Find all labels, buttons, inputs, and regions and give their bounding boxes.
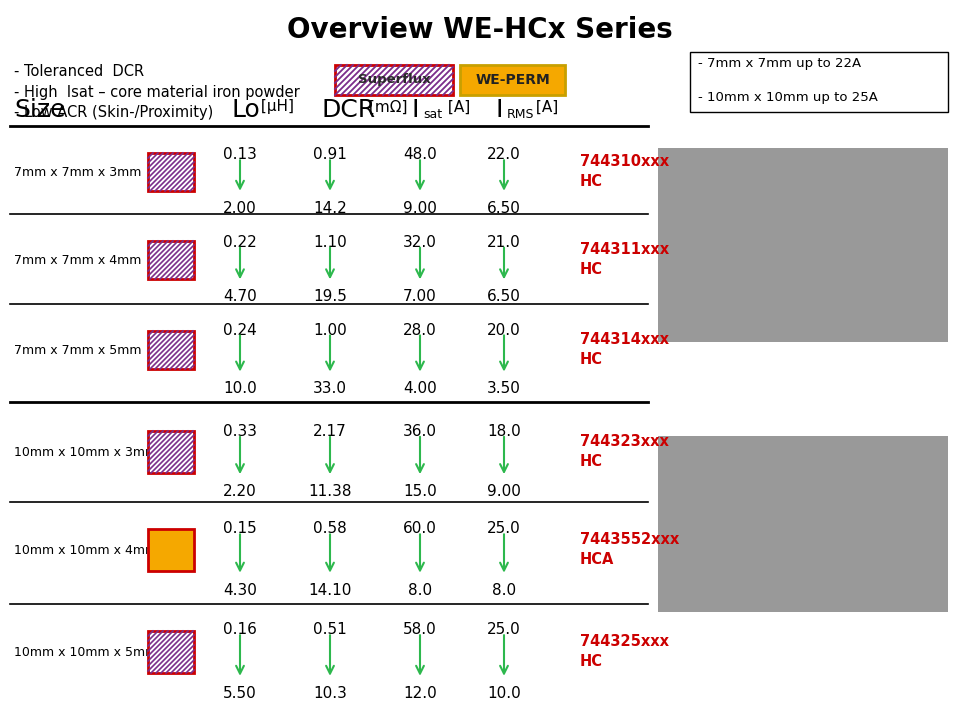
Text: HC: HC [580, 654, 603, 670]
Text: 744314xxx: 744314xxx [580, 333, 669, 348]
Text: 3.50: 3.50 [487, 382, 521, 397]
Bar [148, 331, 194, 369]
Text: 0.91: 0.91 [313, 148, 347, 163]
Text: 22.0: 22.0 [487, 148, 521, 163]
Text: 33.0: 33.0 [313, 382, 347, 397]
Text: 7.00: 7.00 [403, 289, 437, 304]
Text: 7mm x 7mm x 4mm: 7mm x 7mm x 4mm [14, 253, 141, 266]
Text: sat: sat [423, 107, 443, 120]
Text: 10.0: 10.0 [223, 382, 257, 397]
Text: 7mm x 7mm x 5mm: 7mm x 7mm x 5mm [14, 343, 141, 356]
Bar [148, 529, 194, 571]
Text: 14.2: 14.2 [313, 201, 347, 216]
Text: 0.33: 0.33 [223, 424, 257, 439]
Text: 25.0: 25.0 [487, 521, 521, 536]
Text: 10.3: 10.3 [313, 685, 347, 701]
Text: 6.50: 6.50 [487, 201, 521, 216]
Text: 1.00: 1.00 [313, 323, 347, 338]
Text: 2.00: 2.00 [223, 201, 257, 216]
Text: 58.0: 58.0 [403, 622, 437, 637]
Text: 1.10: 1.10 [313, 235, 347, 250]
Text: 9.00: 9.00 [487, 484, 521, 499]
Text: 48.0: 48.0 [403, 148, 437, 163]
Bar [148, 431, 194, 473]
Text: 20.0: 20.0 [487, 323, 521, 338]
Text: 12.0: 12.0 [403, 685, 437, 701]
Bar [460, 65, 565, 95]
Text: 19.5: 19.5 [313, 289, 347, 304]
Text: 36.0: 36.0 [403, 424, 437, 439]
Text: 5.50: 5.50 [223, 685, 257, 701]
Text: [A]: [A] [531, 99, 559, 114]
Text: 10mm x 10mm x 4mm: 10mm x 10mm x 4mm [14, 544, 157, 557]
Text: HCA: HCA [580, 552, 614, 567]
Text: 7443552xxx: 7443552xxx [580, 533, 680, 547]
Text: [mΩ]: [mΩ] [364, 99, 407, 114]
Text: 10mm x 10mm x 5mm: 10mm x 10mm x 5mm [14, 646, 157, 659]
Text: 10mm x 10mm x 3mm: 10mm x 10mm x 3mm [14, 446, 157, 459]
Text: I: I [496, 98, 503, 122]
Text: 0.13: 0.13 [223, 148, 257, 163]
Text: 0.58: 0.58 [313, 521, 347, 536]
Bar [148, 241, 194, 279]
Bar [148, 631, 194, 673]
Text: Superflux: Superflux [358, 73, 430, 86]
Bar [658, 436, 948, 612]
Text: 744311xxx: 744311xxx [580, 243, 669, 258]
Text: Overview WE-HCx Series: Overview WE-HCx Series [287, 16, 673, 44]
Text: 2.17: 2.17 [313, 424, 347, 439]
Text: 0.51: 0.51 [313, 622, 347, 637]
Text: - Toleranced  DCR: - Toleranced DCR [14, 65, 144, 79]
Text: 0.22: 0.22 [223, 235, 257, 250]
Text: 744323xxx: 744323xxx [580, 434, 669, 449]
Bar [335, 65, 453, 95]
Text: 744325xxx: 744325xxx [580, 634, 669, 649]
Text: - High  Isat – core material iron powder: - High Isat – core material iron powder [14, 84, 300, 99]
Text: - Low ACR (Skin-/Proximity): - Low ACR (Skin-/Proximity) [14, 104, 213, 120]
Text: 6.50: 6.50 [487, 289, 521, 304]
Bar [658, 148, 948, 342]
Bar [690, 52, 948, 112]
Text: - 10mm x 10mm up to 25A: - 10mm x 10mm up to 25A [698, 91, 877, 104]
Text: 14.10: 14.10 [308, 582, 351, 598]
Text: [μH]: [μH] [256, 99, 294, 114]
Text: RMS: RMS [507, 107, 535, 120]
Text: 7mm x 7mm x 3mm: 7mm x 7mm x 3mm [14, 166, 141, 179]
Text: 25.0: 25.0 [487, 622, 521, 637]
Text: 11.38: 11.38 [308, 484, 351, 499]
Text: 32.0: 32.0 [403, 235, 437, 250]
Text: 21.0: 21.0 [487, 235, 521, 250]
Text: I: I [412, 98, 420, 122]
Text: 9.00: 9.00 [403, 201, 437, 216]
Text: [A]: [A] [443, 99, 470, 114]
Text: 8.0: 8.0 [408, 582, 432, 598]
Text: 2.20: 2.20 [223, 484, 257, 499]
Text: Lo: Lo [232, 98, 261, 122]
Text: WE-PERM: WE-PERM [475, 73, 550, 87]
Text: 18.0: 18.0 [487, 424, 521, 439]
Text: 0.16: 0.16 [223, 622, 257, 637]
Text: 744310xxx: 744310xxx [580, 155, 669, 169]
Text: Size: Size [14, 98, 65, 122]
Text: 4.70: 4.70 [223, 289, 257, 304]
Text: HC: HC [580, 263, 603, 277]
Text: - 7mm x 7mm up to 22A: - 7mm x 7mm up to 22A [698, 58, 861, 71]
Text: HC: HC [580, 454, 603, 469]
Text: 15.0: 15.0 [403, 484, 437, 499]
Text: HC: HC [580, 174, 603, 189]
Text: 10.0: 10.0 [487, 685, 521, 701]
Text: 8.0: 8.0 [492, 582, 516, 598]
Text: DCR: DCR [322, 98, 376, 122]
Text: 0.24: 0.24 [223, 323, 257, 338]
Text: 60.0: 60.0 [403, 521, 437, 536]
Text: 0.15: 0.15 [223, 521, 257, 536]
Text: 4.30: 4.30 [223, 582, 257, 598]
Text: 4.00: 4.00 [403, 382, 437, 397]
Text: HC: HC [580, 353, 603, 367]
Text: 28.0: 28.0 [403, 323, 437, 338]
Bar [148, 153, 194, 191]
